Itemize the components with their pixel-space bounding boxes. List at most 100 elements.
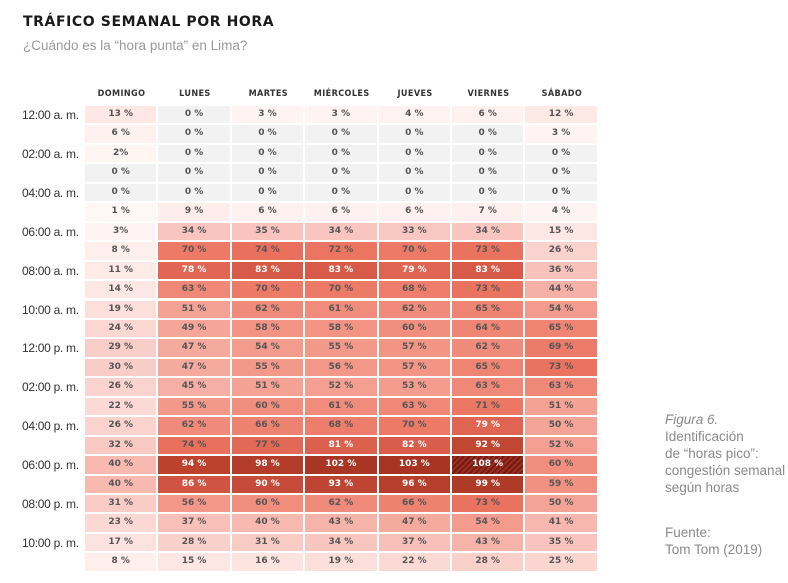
- row-label: 06:00 p. m.: [22, 458, 79, 473]
- heatmap-cell: 13 %: [85, 106, 159, 126]
- heatmap-cell: 70 %: [158, 242, 232, 262]
- heatmap-cell: 52 %: [525, 436, 599, 457]
- heatmap-cell: 9 %: [158, 203, 232, 223]
- figure-source: Fuente: Tom Tom (2019): [665, 524, 762, 558]
- heatmap-cell: 37 %: [158, 514, 232, 534]
- heatmap-cell: 83 %: [452, 261, 526, 282]
- heatmap-cell: 60 %: [231, 495, 306, 515]
- heatmap-cell: 0 %: [525, 183, 599, 204]
- heatmap-cell: 54 %: [525, 300, 599, 320]
- row-label: 10:00 a. m.: [22, 302, 79, 317]
- heatmap-cell: 74 %: [158, 436, 232, 457]
- figure-number: Figura 6.: [665, 412, 719, 427]
- heatmap-cell: 4 %: [525, 203, 599, 223]
- heatmap-cell: 65 %: [525, 319, 599, 340]
- heatmap-cell: 58 %: [231, 319, 306, 340]
- heatmap-cell: 28 %: [158, 533, 232, 554]
- heatmap-cell: 61 %: [305, 397, 379, 418]
- heatmap-cell: 0 %: [452, 125, 526, 145]
- heatmap-cell: 62 %: [378, 300, 452, 320]
- heatmap-cell: 26 %: [85, 378, 159, 398]
- heatmap-cell: 3 %: [305, 106, 379, 126]
- heatmap-cell: 0 %: [231, 144, 306, 165]
- heatmap-cell: 68 %: [378, 281, 452, 301]
- heatmap-cell: 61 %: [305, 300, 379, 320]
- source-label: Fuente:: [665, 525, 711, 540]
- row-label: 04:00 p. m.: [22, 419, 79, 434]
- chart-title: TRÁFICO SEMANAL POR HORA: [23, 14, 275, 30]
- heatmap-cell: 68 %: [305, 417, 379, 437]
- heatmap-cell: 50 %: [525, 495, 599, 515]
- heatmap-cell: 0 %: [158, 106, 232, 126]
- heatmap-cell: 0 %: [378, 144, 452, 165]
- heatmap-cell: 94 %: [158, 456, 232, 476]
- heatmap-cell: 8 %: [85, 242, 159, 262]
- heatmap-cell: 0 %: [231, 125, 306, 145]
- heatmap-cell: 56 %: [158, 495, 232, 515]
- figure-caption: Figura 6. Identificación de “horas pico”…: [665, 411, 788, 496]
- heatmap-cell: 63 %: [378, 397, 452, 418]
- heatmap-cell: 7 %: [452, 203, 526, 223]
- heatmap-cell: 0 %: [305, 125, 379, 145]
- column-header: MARTES: [248, 89, 289, 99]
- heatmap-cell: 34 %: [158, 222, 232, 243]
- heatmap-cell: 62 %: [231, 300, 306, 320]
- heatmap-cell: 0 %: [158, 164, 232, 184]
- heatmap-cell: 83 %: [231, 261, 306, 282]
- heatmap-cell: 31 %: [85, 495, 159, 515]
- heatmap-cell: 63 %: [452, 378, 526, 398]
- heatmap-cell: 40 %: [85, 456, 159, 476]
- heatmap-cell: 0 %: [158, 183, 232, 204]
- heatmap-cell: 81 %: [305, 436, 379, 457]
- heatmap-cell: 83 %: [305, 261, 379, 282]
- heatmap-cell: 47 %: [158, 339, 232, 359]
- heatmap-cell: 55 %: [158, 397, 232, 418]
- heatmap-cell: 6 %: [85, 125, 159, 145]
- heatmap-cell: 62 %: [158, 417, 232, 437]
- heatmap-cell: 12 %: [525, 106, 599, 126]
- heatmap-cell: 44 %: [525, 281, 599, 301]
- heatmap-cell: 62 %: [305, 495, 379, 515]
- heatmap-cell: 57 %: [378, 339, 452, 359]
- heatmap-cell: 43 %: [305, 514, 379, 534]
- heatmap-cell: 73 %: [452, 281, 526, 301]
- heatmap-cell: 17 %: [85, 533, 159, 554]
- heatmap-cell: 33 %: [378, 222, 452, 243]
- heatmap-cell: 56 %: [305, 358, 379, 379]
- heatmap-cell: 73 %: [452, 242, 526, 262]
- heatmap-cell: 60 %: [525, 456, 599, 476]
- heatmap-cell: 3%: [85, 222, 159, 243]
- heatmap-cell: 11 %: [85, 261, 159, 282]
- heatmap-cell: 2%: [85, 144, 159, 165]
- heatmap-cell: 93 %: [305, 475, 379, 495]
- heatmap-cell: 60 %: [231, 397, 306, 418]
- row-label: 02:00 p. m.: [22, 380, 79, 395]
- heatmap-cell: 34 %: [305, 533, 379, 554]
- heatmap-cell: 25 %: [525, 553, 599, 573]
- heatmap-cell: 82 %: [378, 436, 452, 457]
- heatmap-cell: 0 %: [452, 144, 526, 165]
- heatmap-cell: 57 %: [378, 358, 452, 379]
- heatmap-cell: 0 %: [158, 144, 232, 165]
- row-label: 08:00 p. m.: [22, 497, 79, 511]
- heatmap-cell: 66 %: [231, 417, 306, 437]
- heatmap-cell: 0 %: [158, 125, 232, 145]
- heatmap-cell: 0 %: [85, 183, 159, 204]
- heatmap-cell: 6 %: [452, 106, 526, 126]
- heatmap-cell: 35 %: [525, 533, 599, 554]
- heatmap-cell: 0 %: [305, 183, 379, 204]
- heatmap-cell: 70 %: [378, 242, 452, 262]
- heatmap-cell: 6 %: [378, 203, 452, 223]
- heatmap-cell: 55 %: [231, 358, 306, 379]
- heatmap-cell: 54 %: [231, 339, 306, 359]
- heatmap-cell: 72 %: [305, 242, 379, 262]
- heatmap-cell: 63 %: [525, 378, 599, 398]
- caption-line: congestión semanal: [665, 463, 786, 478]
- heatmap-cell: 70 %: [378, 417, 452, 437]
- heatmap-cell: 3 %: [231, 106, 306, 126]
- heatmap-cell: 14 %: [85, 281, 159, 301]
- heatmap-cell: 52 %: [305, 378, 379, 398]
- heatmap-cell: 0 %: [305, 144, 379, 165]
- heatmap-cell: 0 %: [231, 164, 306, 184]
